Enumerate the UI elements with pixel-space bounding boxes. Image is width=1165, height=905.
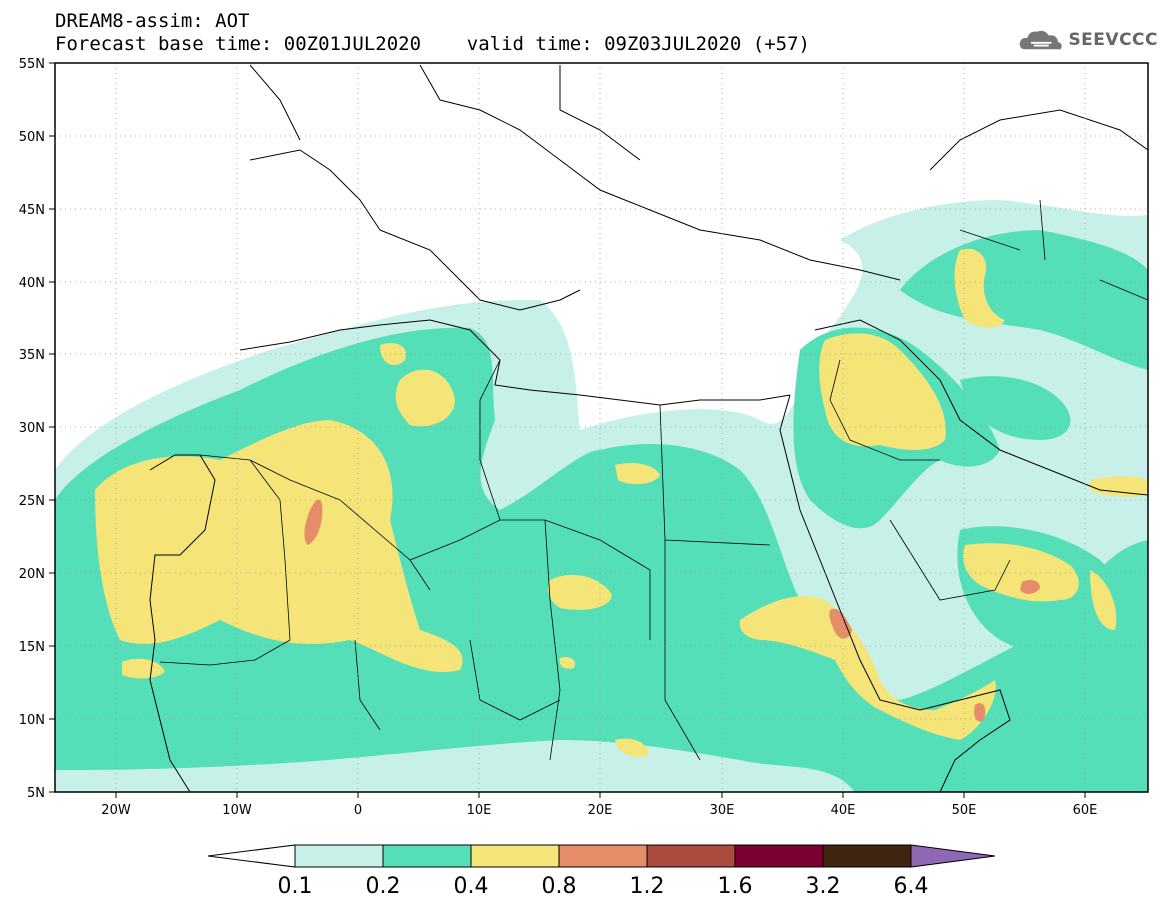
colorbar-label: 6.4: [894, 874, 929, 899]
colorbar-arrow-high: [910, 844, 996, 868]
lon-ticks: [115, 792, 1086, 798]
lon-label: 50E: [952, 803, 977, 818]
colorbar-label: 0.4: [454, 874, 489, 899]
lat-ticks: [49, 62, 55, 793]
coastlines: [149, 64, 1148, 792]
colorbar-label: 3.2: [806, 874, 841, 899]
colorbar-label: 0.2: [366, 874, 401, 899]
seevccc-logo: SEEVCCC: [1018, 26, 1158, 54]
lat-label: 45N: [19, 203, 45, 218]
colorbar-swatch: [734, 844, 824, 868]
lat-label: 55N: [19, 57, 45, 72]
map-title: DREAM8-assim: AOT: [55, 10, 250, 32]
lat-label: 20N: [19, 567, 45, 582]
forecast-times: Forecast base time: 00Z01JUL2020 valid t…: [55, 33, 810, 55]
lon-label: 0: [354, 803, 362, 818]
colorbar-swatch: [822, 844, 912, 868]
colorbar-label: 1.2: [630, 874, 665, 899]
cloud-icon: [1019, 30, 1062, 50]
colorbar-swatch: [470, 844, 560, 868]
lon-label: 20E: [588, 803, 613, 818]
lat-label: 15N: [19, 640, 45, 655]
aot-band-0.8: [304, 499, 1040, 722]
lon-label: 30E: [710, 803, 735, 818]
lon-label: 20W: [101, 803, 131, 818]
country-borders: [159, 199, 1148, 761]
colorbar-label: 1.6: [718, 874, 753, 899]
lon-label: 60E: [1073, 803, 1098, 818]
colorbar-label: 0.1: [278, 874, 313, 899]
lon-label: 10W: [222, 803, 252, 818]
lat-label: 50N: [19, 130, 45, 145]
lat-label: 35N: [19, 348, 45, 363]
aot-field: [55, 64, 1148, 792]
colorbar-label: 0.8: [542, 874, 577, 899]
lat-label: 40N: [19, 276, 45, 291]
lat-label: 10N: [19, 713, 45, 728]
lat-label: 5N: [27, 786, 45, 801]
logo-text: SEEVCCC: [1068, 30, 1158, 50]
colorbar: [207, 844, 996, 868]
lon-label: 10E: [467, 803, 492, 818]
colorbar-swatch: [646, 844, 736, 868]
lat-label: 30N: [19, 421, 45, 436]
colorbar-swatch: [558, 844, 648, 868]
lon-label: 40E: [831, 803, 856, 818]
colorbar-swatch: [294, 844, 384, 868]
colorbar-swatch: [382, 844, 472, 868]
colorbar-arrow-low: [207, 844, 296, 868]
lat-label: 25N: [19, 494, 45, 509]
aot-band-0.4: [95, 248, 1148, 757]
grid-lines: [55, 63, 1148, 792]
